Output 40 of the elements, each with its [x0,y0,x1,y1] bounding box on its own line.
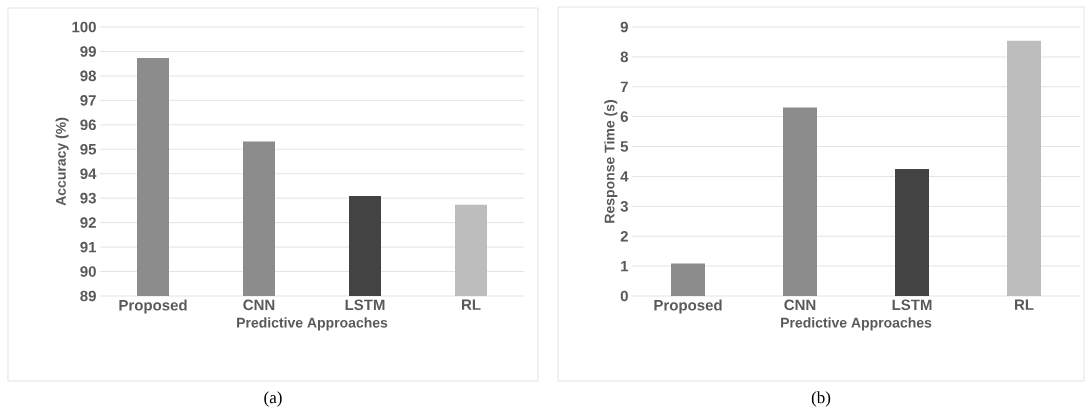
bar [1007,40,1042,296]
x-tick-label: LSTM [345,299,385,311]
x-tick-label: LSTM [892,299,932,311]
y-tick-label: 1 [621,260,629,272]
y-tick-label: 8 [620,51,629,63]
bar [895,168,930,296]
y-tick-label: 95 [80,143,97,155]
y-tick-label: 7 [620,81,628,92]
y-axis-title: Accuracy (%) [55,117,69,206]
y-tick-label: 100 [72,21,96,33]
y-tick-label: 97 [80,95,96,106]
y-tick-label: 93 [80,192,96,204]
x-axis-title: Predictive Approaches [781,317,932,331]
y-tick-label: 98 [80,70,97,82]
y-tick-label: 90 [80,266,96,277]
y-tick-label: 89 [80,290,96,302]
x-tick-label: RL [1015,299,1034,310]
x-tick-label: Proposed [654,299,722,314]
x-tick-label: CNN [243,299,275,311]
y-tick-label: 92 [80,217,96,228]
text: (a) [264,391,282,407]
y-tick-label: 0 [620,290,628,302]
x-tick-label: RL [462,299,481,310]
y-tick-label: 94 [80,168,97,180]
y-tick-label: 9 [620,21,628,33]
y-tick-label: 3 [620,201,628,212]
bar [783,107,818,296]
y-tick-label: 2 [620,230,628,242]
x-tick-label: CNN [784,299,816,311]
y-tick-label: 5 [620,141,629,152]
x-tick-label: Proposed [119,299,187,314]
y-tick-label: 96 [80,119,96,131]
text: (b) [811,391,831,407]
x-axis-title: Predictive Approaches [237,317,388,331]
y-tick-label: 6 [620,111,628,122]
y-axis-title: Response Time (s) [604,100,618,223]
y-tick-label: 91 [80,241,97,253]
y-tick-label: 99 [80,46,96,57]
y-tick-label: 4 [620,171,629,182]
bar [671,263,706,296]
